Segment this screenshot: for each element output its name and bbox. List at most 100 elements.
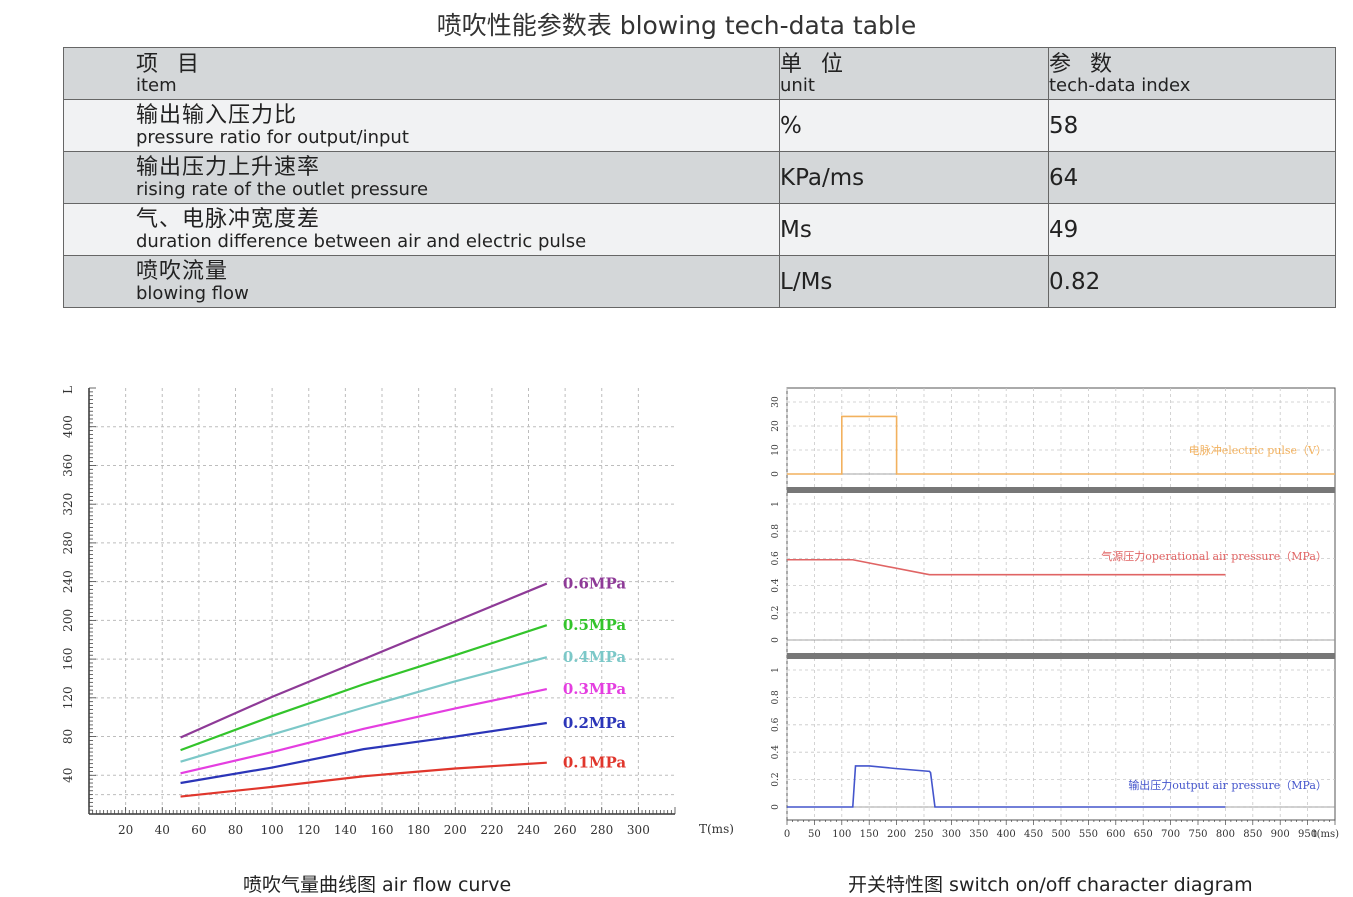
y-tick-label: 320 <box>61 493 75 516</box>
y-tick-label: 120 <box>61 686 75 709</box>
air-flow-caption: 喷吹气量曲线图 air flow curve <box>243 874 512 896</box>
header-param-zh: 参 数 <box>1049 51 1118 77</box>
row-item-zh: 气、电脉冲宽度差 <box>136 207 321 232</box>
series-line-0.6mpa <box>180 582 548 739</box>
row-value-cell: 0.82 <box>1048 255 1336 308</box>
y-tick-label: 0.2 <box>771 772 781 786</box>
row-unit: % <box>780 112 802 139</box>
header-unit-cell: 单 位 unit <box>779 47 1049 100</box>
header-unit-zh: 单 位 <box>780 51 849 77</box>
header-item-en: item <box>136 74 177 96</box>
signal-line <box>787 765 1226 808</box>
x-tick-label: 450 <box>1024 829 1043 840</box>
x-tick-label: 150 <box>860 829 879 840</box>
row-unit: KPa/ms <box>780 164 865 191</box>
row-item-en: pressure ratio for output/input <box>136 127 409 148</box>
x-tick-label: 50 <box>808 829 821 840</box>
x-tick-label: 300 <box>942 829 961 840</box>
series-line-0.1mpa <box>180 761 547 798</box>
y-tick-label: 0.8 <box>771 524 781 539</box>
x-tick-label: 600 <box>1106 829 1125 840</box>
signal-line <box>787 415 1335 475</box>
series-line-0.5mpa <box>180 624 548 752</box>
series-line-0.4mpa <box>180 656 548 763</box>
x-tick-label: 100 <box>832 829 851 840</box>
x-tick-label: 650 <box>1134 829 1153 840</box>
x-tick-label: 120 <box>297 823 320 837</box>
table-row: 输出压力上升速率 rising rate of the outlet press… <box>63 151 1336 204</box>
x-tick-label: 350 <box>969 829 988 840</box>
row-unit: L/Ms <box>780 268 833 295</box>
y-axis-label: L <box>61 386 75 394</box>
x-tick-label: 140 <box>334 823 357 837</box>
x-tick-label: 700 <box>1161 829 1180 840</box>
table-row: 气、电脉冲宽度差 duration difference between air… <box>63 203 1336 256</box>
row-item-en: duration difference between air and elec… <box>136 231 587 252</box>
x-tick-label: 400 <box>997 829 1016 840</box>
y-tick-label: 1 <box>771 501 781 507</box>
x-tick-label: 280 <box>590 823 613 837</box>
header-param-en: tech-data index <box>1049 74 1191 96</box>
y-tick-label: 40 <box>61 768 75 783</box>
x-tick-label: 0 <box>784 829 790 840</box>
row-unit-cell: % <box>779 99 1049 152</box>
row-unit: Ms <box>780 216 812 243</box>
series-line-0.2mpa <box>180 721 547 785</box>
y-tick-label: 0 <box>771 637 781 643</box>
row-item-zh: 输出压力上升速率 <box>136 155 321 180</box>
x-tick-label: 500 <box>1051 829 1070 840</box>
table-row: 喷吹流量 blowing flow L/Ms 0.82 <box>63 255 1336 308</box>
row-value-cell: 49 <box>1048 203 1336 256</box>
series-label: 0.3MPa <box>563 680 627 698</box>
y-tick-label: 1 <box>771 667 781 673</box>
x-tick-label: 40 <box>155 823 170 837</box>
y-tick-label: 80 <box>61 729 75 744</box>
row-item-en: blowing flow <box>136 283 249 304</box>
header-param-cell: 参 数 tech-data index <box>1048 47 1336 100</box>
series-line-0.3mpa <box>180 688 548 775</box>
x-tick-label: 160 <box>371 823 394 837</box>
row-item-zh: 喷吹流量 <box>136 259 229 284</box>
series-label: 0.5MPa <box>563 616 627 634</box>
x-tick-label: 20 <box>118 823 133 837</box>
air-flow-chart: 20 40 60 80 100 120 140 160 180 200 220 240 260 280 30… <box>61 386 734 837</box>
row-value-cell: 64 <box>1048 151 1336 204</box>
row-value-cell: 58 <box>1048 99 1336 152</box>
y-tick-label: 400 <box>61 415 75 438</box>
table-header-row: 项 目 item 单 位 unit 参 数 tech-data index <box>63 47 1336 100</box>
x-tick-label: 100 <box>261 823 284 837</box>
x-tick-label: 300 <box>627 823 650 837</box>
row-unit-cell: Ms <box>779 203 1049 256</box>
series-label: 0.6MPa <box>563 575 627 593</box>
y-tick-label: 240 <box>61 570 75 593</box>
x-tick-label: 950 <box>1298 829 1317 840</box>
signal-label: 电脉冲electric pulse（V） <box>1189 443 1327 457</box>
row-item-cell: 输出输入压力比 pressure ratio for output/input <box>63 99 780 152</box>
x-tick-label: 240 <box>517 823 540 837</box>
row-item-zh: 输出输入压力比 <box>136 103 298 128</box>
header-unit-en: unit <box>780 74 815 96</box>
x-tick-label: 850 <box>1243 829 1262 840</box>
signal-label: 输出压力output air pressure（MPa） <box>1128 778 1327 792</box>
x-tick-label: 900 <box>1271 829 1290 840</box>
header-item-zh: 项 目 <box>136 51 205 77</box>
header-item-cell: 项 目 item <box>63 47 780 100</box>
y-tick-label: 0.4 <box>771 578 781 593</box>
x-tick-label: 60 <box>191 823 206 837</box>
y-tick-label: 0.4 <box>771 745 781 760</box>
x-tick-label: 220 <box>480 823 503 837</box>
x-tick-label: 550 <box>1079 829 1098 840</box>
tech-data-table: 项 目 item 单 位 unit 参 数 tech-data index 输出… <box>63 47 1336 308</box>
panel-separator <box>787 487 1335 493</box>
signal-label: 气源压力operational air pressure（MPa） <box>1101 549 1327 563</box>
panel-separator <box>787 653 1335 659</box>
y-tick-label: 360 <box>61 454 75 477</box>
row-value: 64 <box>1049 164 1079 191</box>
x-tick-label: 180 <box>407 823 430 837</box>
row-item-cell: 喷吹流量 blowing flow <box>63 255 780 308</box>
x-tick-label: 800 <box>1216 829 1235 840</box>
y-tick-label: 20 <box>771 420 781 432</box>
y-tick-label: 0 <box>771 804 781 810</box>
y-tick-label: 200 <box>61 609 75 632</box>
x-tick-label: 80 <box>228 823 243 837</box>
